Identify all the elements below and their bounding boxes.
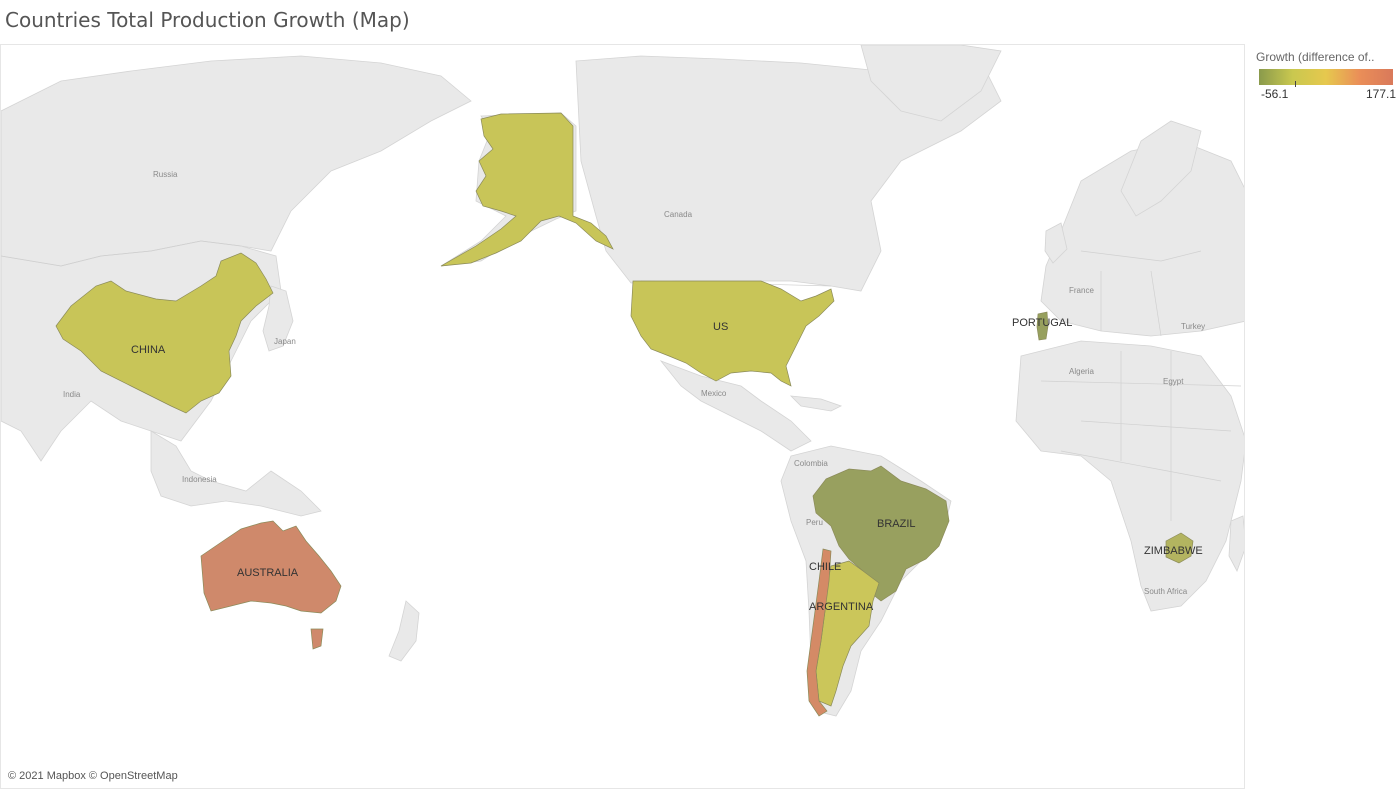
world-map[interactable]: Russia Canada Japan India Indonesia Mexi… [1,45,1245,789]
country-us-alaska[interactable] [440,112,614,267]
country-australia[interactable] [200,520,342,614]
legend-max-label: 177.1 [1365,87,1396,101]
label-indonesia: Indonesia [182,475,217,484]
legend-min-label: -56.1 [1261,87,1289,101]
label-mexico: Mexico [701,389,727,398]
label-algeria: Algeria [1069,367,1094,376]
label-zimbabwe: ZIMBABWE [1144,545,1203,557]
label-turkey: Turkey [1181,322,1205,331]
label-south-africa: South Africa [1144,587,1188,596]
label-colombia: Colombia [794,459,828,468]
label-chile: CHILE [809,561,841,573]
country-portugal[interactable] [1036,311,1049,341]
label-australia: AUSTRALIA [237,567,299,579]
label-canada: Canada [664,210,693,219]
map-attribution[interactable]: © 2021 Mapbox © OpenStreetMap [8,770,178,782]
legend-zero-tick [1295,81,1296,87]
label-india: India [63,390,81,399]
country-labels: CHINA US PORTUGAL BRAZIL CHILE ARGENTINA… [131,317,1203,613]
chart-title: Countries Total Production Growth (Map) [5,8,410,32]
label-china: CHINA [131,344,166,356]
label-peru: Peru [806,518,823,527]
country-us[interactable] [630,280,835,387]
label-portugal: PORTUGAL [1012,317,1072,329]
country-australia-tasmania[interactable] [310,628,324,650]
label-brazil: BRAZIL [877,518,916,530]
basemap-labels: Russia Canada Japan India Indonesia Mexi… [63,170,1205,596]
label-russia: Russia [153,170,178,179]
label-france: France [1069,286,1094,295]
map-canvas[interactable]: Russia Canada Japan India Indonesia Mexi… [0,44,1245,789]
label-egypt: Egypt [1163,377,1184,386]
country-brazil[interactable] [812,465,950,602]
color-legend[interactable]: Growth (difference of.. -56.1 177.1 [1256,50,1396,103]
label-argentina: ARGENTINA [809,601,874,613]
label-us: US [713,321,728,333]
country-chile[interactable] [806,548,832,717]
country-china[interactable] [55,252,274,414]
label-japan: Japan [274,337,296,346]
legend-gradient-bar [1259,69,1393,87]
legend-title: Growth (difference of.. [1256,50,1375,64]
country-zimbabwe[interactable] [1165,532,1194,564]
basemap-borders [1,240,1242,521]
